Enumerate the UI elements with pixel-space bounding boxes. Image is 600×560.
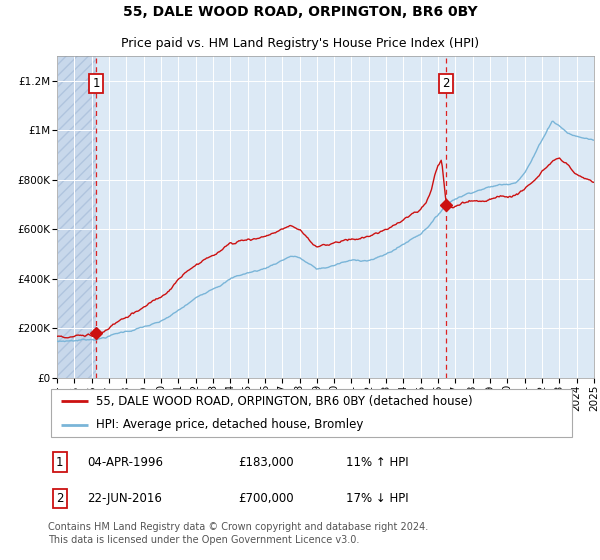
Text: 22-JUN-2016: 22-JUN-2016 bbox=[88, 492, 163, 505]
Text: 2: 2 bbox=[442, 77, 450, 90]
Text: 55, DALE WOOD ROAD, ORPINGTON, BR6 0BY: 55, DALE WOOD ROAD, ORPINGTON, BR6 0BY bbox=[122, 4, 478, 18]
Bar bbox=[57, 56, 97, 378]
Text: 04-APR-1996: 04-APR-1996 bbox=[88, 455, 164, 469]
Text: Contains HM Land Registry data © Crown copyright and database right 2024.
This d: Contains HM Land Registry data © Crown c… bbox=[48, 522, 428, 545]
Text: 1: 1 bbox=[56, 455, 64, 469]
FancyBboxPatch shape bbox=[50, 389, 572, 437]
Text: HPI: Average price, detached house, Bromley: HPI: Average price, detached house, Brom… bbox=[95, 418, 363, 431]
Text: 55, DALE WOOD ROAD, ORPINGTON, BR6 0BY (detached house): 55, DALE WOOD ROAD, ORPINGTON, BR6 0BY (… bbox=[95, 395, 472, 408]
Text: 17% ↓ HPI: 17% ↓ HPI bbox=[346, 492, 409, 505]
Text: Price paid vs. HM Land Registry's House Price Index (HPI): Price paid vs. HM Land Registry's House … bbox=[121, 37, 479, 50]
Text: 2: 2 bbox=[56, 492, 64, 505]
Text: 1: 1 bbox=[92, 77, 100, 90]
Text: 11% ↑ HPI: 11% ↑ HPI bbox=[346, 455, 409, 469]
Text: £183,000: £183,000 bbox=[238, 455, 294, 469]
Text: £700,000: £700,000 bbox=[238, 492, 294, 505]
